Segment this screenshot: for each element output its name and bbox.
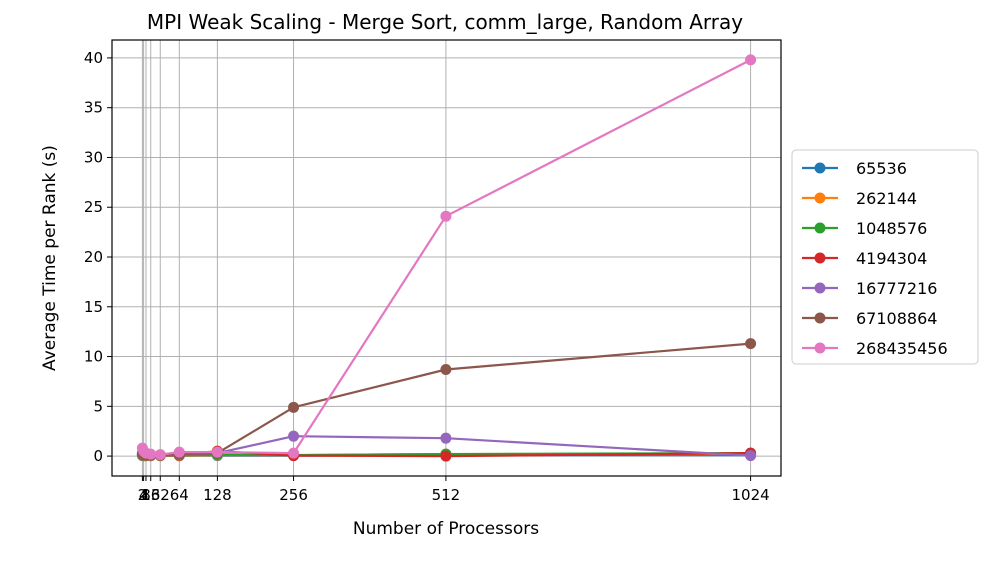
plot-frame	[111, 39, 782, 477]
legend-marker	[814, 312, 826, 324]
legend-item: 16777216	[802, 279, 937, 298]
legend-label: 16777216	[856, 279, 937, 298]
legend-marker	[814, 192, 826, 204]
x-tick-label: 16	[141, 486, 160, 504]
x-tick-label: 64	[170, 486, 189, 504]
x-tick-label: 512	[432, 486, 461, 504]
data-point	[145, 448, 157, 460]
legend-item: 67108864	[802, 309, 937, 328]
series-layer	[136, 54, 757, 462]
legend-marker	[814, 252, 826, 264]
data-point	[440, 210, 452, 222]
legend-marker	[814, 222, 826, 234]
legend-label: 67108864	[856, 309, 937, 328]
data-point	[173, 446, 185, 458]
legend-item: 4194304	[802, 249, 927, 268]
x-axis-label: Number of Processors	[353, 519, 539, 539]
y-tick-label: 5	[93, 397, 103, 415]
y-tick-label: 10	[84, 348, 103, 366]
data-point	[745, 450, 757, 462]
legend-label: 268435456	[856, 339, 948, 358]
data-point	[440, 432, 452, 444]
x-tick-label: 1024	[731, 486, 769, 504]
legend-item: 65536	[802, 159, 907, 178]
x-tick-label: 4	[139, 486, 149, 504]
legend-item: 268435456	[802, 339, 948, 358]
legend-label: 4194304	[856, 249, 927, 268]
chart-title: MPI Weak Scaling - Merge Sort, comm_larg…	[147, 10, 743, 34]
y-tick-label: 0	[93, 447, 103, 465]
y-axis-label: Average Time per Rank (s)	[40, 145, 60, 371]
x-tick-label: 2	[138, 486, 148, 504]
data-point	[440, 363, 452, 375]
x-tick-label: 128	[203, 486, 232, 504]
x-tick-label: 8	[141, 486, 151, 504]
data-point	[745, 54, 757, 66]
data-point	[211, 446, 223, 458]
data-point	[154, 449, 166, 461]
data-point	[440, 450, 452, 462]
x-tick-label: 256	[279, 486, 308, 504]
legend-item: 262144	[802, 189, 917, 208]
data-point	[288, 430, 300, 442]
series-268435456	[136, 54, 757, 461]
legend-marker	[814, 342, 826, 354]
legend: 65536 262144 1048576 4194304 16777216 6710886…	[791, 149, 979, 365]
data-point	[288, 401, 300, 413]
legend-marker	[814, 162, 826, 174]
legend-box	[791, 149, 979, 365]
y-tick-label: 35	[84, 99, 103, 117]
data-point	[288, 447, 300, 459]
y-tick-label: 25	[84, 198, 103, 216]
data-point	[745, 338, 757, 350]
y-tick-label: 20	[84, 248, 103, 266]
legend-label: 65536	[856, 159, 907, 178]
legend-marker	[814, 282, 826, 294]
y-tick-label: 30	[84, 148, 103, 166]
legend-label: 1048576	[856, 219, 927, 238]
x-tick-label: 32	[151, 486, 170, 504]
legend-item: 1048576	[802, 219, 927, 238]
legend-label: 262144	[856, 189, 917, 208]
y-tick-label: 40	[84, 49, 103, 67]
y-tick-label: 15	[84, 298, 103, 316]
